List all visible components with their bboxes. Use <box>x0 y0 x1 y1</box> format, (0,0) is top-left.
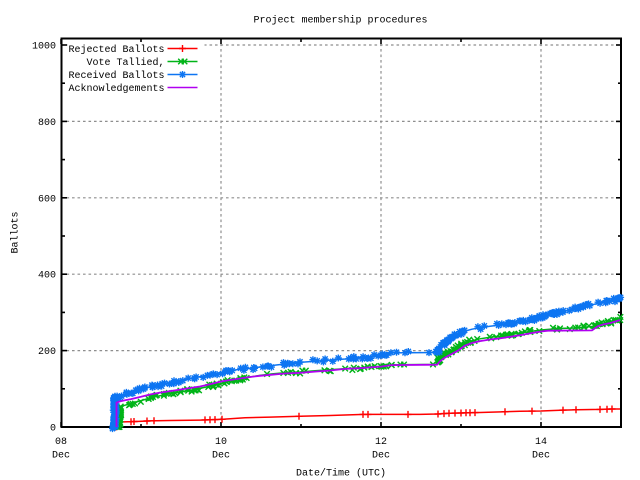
svg-text:1000: 1000 <box>32 42 56 53</box>
svg-text:10: 10 <box>215 437 227 448</box>
svg-text:Ballots: Ballots <box>10 211 22 253</box>
svg-text:Dec: Dec <box>52 450 70 461</box>
svg-text:400: 400 <box>38 271 56 282</box>
svg-text:200: 200 <box>38 347 56 358</box>
svg-text:08: 08 <box>55 437 67 448</box>
svg-text:Acknowledgements: Acknowledgements <box>68 83 164 95</box>
svg-text:Rejected Ballots: Rejected Ballots <box>68 44 164 56</box>
svg-text:Received Ballots: Received Ballots <box>68 70 164 82</box>
svg-text:Vote Tallied,: Vote Tallied, <box>86 57 164 69</box>
svg-text:Dec: Dec <box>372 450 390 461</box>
svg-text:14: 14 <box>535 437 547 448</box>
svg-text:600: 600 <box>38 194 56 205</box>
svg-text:Date/Time (UTC): Date/Time (UTC) <box>296 467 386 479</box>
svg-text:12: 12 <box>375 437 387 448</box>
svg-text:Dec: Dec <box>212 450 230 461</box>
svg-text:Dec: Dec <box>532 450 550 461</box>
svg-text:0: 0 <box>50 424 56 435</box>
svg-text:Project membership procedures: Project membership procedures <box>253 15 427 27</box>
svg-text:800: 800 <box>38 118 56 129</box>
